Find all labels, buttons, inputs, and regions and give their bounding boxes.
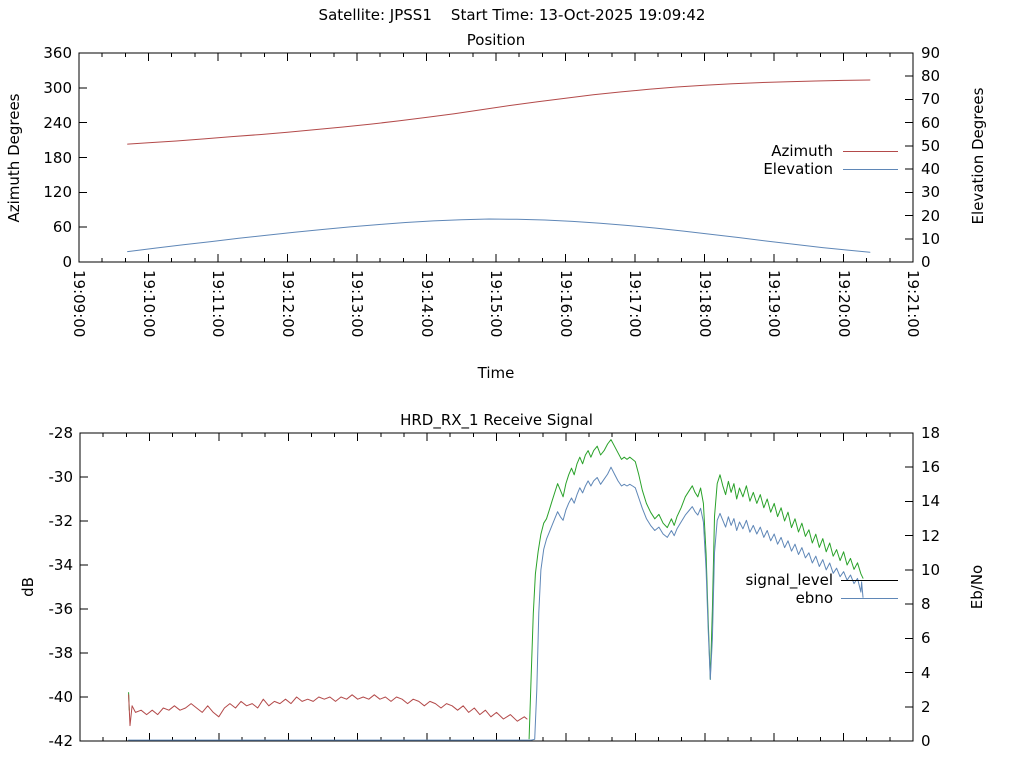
x-tick-label: 19:21:00: [904, 270, 922, 338]
legend-label-Elevation: Elevation: [763, 160, 833, 178]
y2-tick-label: 50: [921, 136, 941, 155]
series-elevation-line: [127, 218, 871, 253]
y-tick-label: -32: [48, 512, 74, 530]
y2-tick-label: 90: [921, 44, 941, 62]
position-chart-title: Position: [466, 31, 526, 49]
x-tick-label: 19:13:00: [348, 270, 366, 338]
y-tick-label: -40: [48, 688, 74, 706]
y-tick-label: 360: [43, 44, 72, 62]
y-tick-label: 0: [62, 253, 72, 271]
y2-tick-label: 2: [921, 697, 931, 716]
y2-tick-label: 16: [921, 458, 941, 477]
series-signal_level_locked-line: [528, 439, 864, 740]
main-title: Satellite: JPSS1 Start Time: 13-Oct-2025…: [318, 6, 706, 24]
x-tick-label: 19:10:00: [139, 270, 158, 338]
y-tick-label: -38: [48, 644, 74, 662]
y-tick-label: -34: [48, 556, 74, 574]
x-tick-label: 19:12:00: [278, 270, 297, 338]
legend-label-Azimuth: Azimuth: [771, 142, 833, 160]
y2-tick-label: 70: [921, 90, 941, 109]
y-tick-label: 300: [43, 78, 72, 97]
y2-tick-label: 0: [921, 253, 931, 271]
x-tick-label: 19:16:00: [556, 270, 575, 338]
series-azimuth-line: [127, 79, 871, 145]
legend-line-ebno: [841, 598, 898, 599]
y2-tick-label: 8: [921, 595, 931, 614]
legend-line-signal_level: [841, 580, 898, 581]
ebno-axis-label: Eb/No: [968, 564, 986, 610]
series-ebno-line: [128, 466, 864, 741]
y2-tick-label: 18: [921, 424, 941, 442]
y-tick-label: 60: [52, 218, 72, 237]
y2-tick-label: 12: [921, 526, 941, 545]
x-tick-label: 19:14:00: [417, 270, 436, 338]
y-tick-label: 120: [43, 183, 72, 202]
x-tick-label: 19:11:00: [209, 270, 227, 338]
y2-tick-label: 10: [921, 229, 941, 248]
y-tick-label: -30: [48, 468, 74, 486]
legend-label-signal_level: signal_level: [745, 571, 833, 589]
elevation-axis-label: Elevation Degrees: [969, 87, 987, 225]
x-tick-label: 19:15:00: [487, 270, 505, 338]
signal-chart-title: HRD_RX_1 Receive Signal: [400, 411, 593, 429]
y2-tick-label: 80: [921, 67, 941, 86]
time-axis-label: Time: [477, 364, 515, 382]
y-tick-label: 180: [43, 148, 72, 167]
y2-tick-label: 6: [921, 629, 931, 648]
y2-tick-label: 30: [921, 183, 941, 202]
series-signal_level_pre_lock-line: [128, 694, 528, 727]
y2-tick-label: 40: [921, 160, 941, 179]
y2-tick-label: 0: [921, 732, 931, 750]
legend-label-ebno: ebno: [795, 589, 833, 607]
x-tick-label: 19:17:00: [626, 270, 644, 338]
y2-tick-label: 4: [921, 663, 931, 682]
y-tick-label: -36: [48, 600, 74, 618]
y-tick-label: 240: [43, 113, 72, 132]
y-tick-label: -28: [48, 424, 74, 442]
x-tick-label: 19:20:00: [834, 270, 853, 338]
y2-tick-label: 14: [921, 492, 941, 511]
legend-line-Azimuth: [843, 151, 898, 152]
x-tick-label: 19:09:00: [70, 270, 88, 338]
y2-tick-label: 60: [921, 113, 941, 132]
legend-line-Elevation: [843, 169, 898, 170]
x-tick-label: 19:18:00: [695, 270, 714, 338]
y-tick-label: -42: [48, 732, 74, 750]
x-tick-label: 19:19:00: [765, 270, 783, 338]
y2-tick-label: 20: [921, 206, 941, 225]
y2-tick-label: 10: [921, 560, 941, 579]
